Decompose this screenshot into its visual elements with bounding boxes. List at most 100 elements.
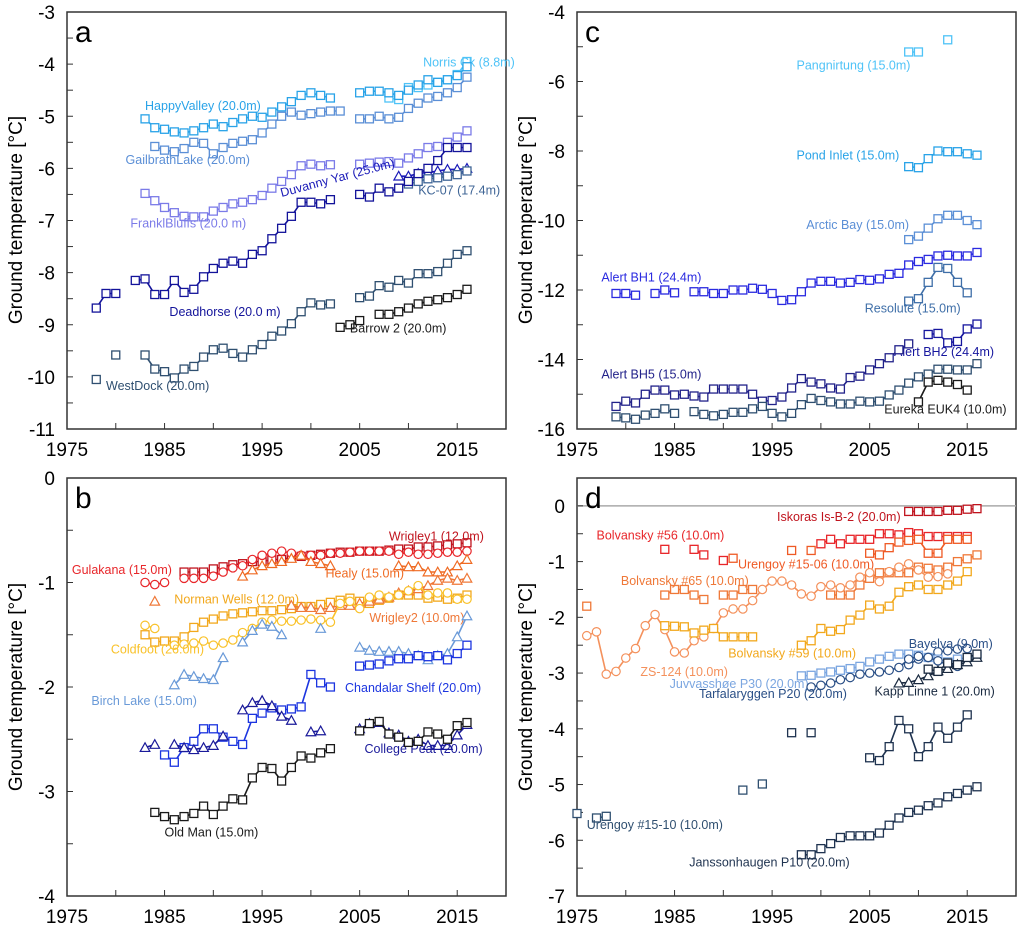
- data-point: [462, 62, 472, 72]
- y-tick-label: -11: [29, 420, 55, 441]
- data-point: [207, 673, 220, 685]
- data-point: [189, 212, 199, 222]
- data-point: [286, 319, 297, 329]
- data-point: [962, 504, 972, 514]
- data-point: [699, 287, 709, 297]
- data-point: [384, 187, 394, 197]
- data-point: [708, 411, 719, 421]
- data-point: [933, 262, 943, 273]
- data-point: [315, 161, 326, 171]
- data-point: [314, 622, 327, 633]
- data-point: [816, 680, 826, 691]
- data-point: [718, 409, 728, 420]
- data-point: [738, 785, 748, 795]
- data-point: [806, 591, 816, 601]
- data-point: [178, 668, 190, 679]
- y-tick-label: -14: [538, 351, 566, 372]
- data-point: [718, 590, 728, 600]
- data-point: [423, 727, 433, 737]
- x-tick-label: 2015: [946, 440, 988, 461]
- data-point: [835, 384, 846, 394]
- data-point: [923, 801, 933, 811]
- data-point: [285, 552, 298, 563]
- series-label: Alert BH1 (24.4m): [601, 270, 701, 284]
- data-point: [218, 567, 228, 577]
- data-point: [913, 372, 924, 382]
- data-point: [247, 607, 258, 617]
- data-point: [952, 505, 963, 515]
- data-point: [904, 724, 914, 734]
- data-point: [384, 592, 394, 602]
- data-point: [943, 658, 953, 668]
- data-point: [679, 622, 689, 632]
- data-point: [237, 608, 248, 618]
- data-point: [452, 594, 463, 605]
- data-point: [904, 234, 914, 245]
- data-point: [689, 406, 699, 417]
- data-point: [855, 572, 865, 583]
- data-point: [806, 682, 816, 692]
- data-point: [874, 568, 885, 578]
- series-label: Eureka EUK4 (10.0m): [884, 402, 1006, 416]
- data-point: [442, 547, 453, 557]
- data-point: [933, 251, 943, 261]
- data-point: [757, 284, 768, 294]
- data-point: [962, 652, 972, 663]
- data-point: [835, 278, 846, 288]
- data-point: [325, 299, 336, 309]
- data-point: [904, 807, 914, 818]
- data-point: [884, 665, 894, 676]
- data-point: [913, 506, 924, 517]
- y-tick-label: -6: [548, 831, 565, 852]
- data-point: [363, 644, 376, 655]
- data-point: [640, 620, 651, 631]
- data-point: [855, 831, 865, 841]
- data-point: [403, 103, 414, 114]
- data-point: [295, 549, 307, 560]
- x-tick-label: 1975: [46, 907, 88, 928]
- data-point: [835, 399, 846, 409]
- data-point: [913, 805, 924, 815]
- data-point: [325, 106, 336, 116]
- data-point: [286, 97, 297, 107]
- data-point: [178, 741, 190, 753]
- y-axis-label: Ground temperature [°C]: [6, 583, 27, 791]
- data-point: [669, 390, 680, 400]
- data-point: [296, 307, 306, 317]
- data-point: [315, 300, 326, 310]
- x-tick-label: 1995: [751, 907, 793, 928]
- data-point: [286, 169, 297, 180]
- data-point: [228, 199, 238, 209]
- data-point: [169, 147, 179, 157]
- data-point: [315, 90, 326, 101]
- data-point: [933, 548, 943, 558]
- data-point: [257, 708, 267, 718]
- data-point: [621, 413, 631, 423]
- data-point: [904, 296, 914, 306]
- data-point: [904, 527, 914, 538]
- data-point: [422, 566, 434, 577]
- data-point: [874, 654, 885, 664]
- data-point: [275, 555, 288, 567]
- data-point: [403, 176, 414, 187]
- data-point: [286, 616, 297, 626]
- data-point: [159, 636, 170, 646]
- data-point: [689, 590, 699, 600]
- data-point: [276, 776, 287, 786]
- data-point: [413, 98, 423, 108]
- data-point: [728, 632, 738, 642]
- data-point: [442, 171, 453, 181]
- data-point: [286, 107, 297, 117]
- data-point: [217, 651, 229, 663]
- data-point: [189, 361, 199, 372]
- data-point: [228, 138, 238, 149]
- data-point: [933, 666, 943, 677]
- x-tick-label: 1975: [556, 440, 598, 461]
- y-tick-label: -7: [38, 212, 55, 233]
- data-point: [913, 294, 924, 304]
- data-point: [855, 534, 865, 544]
- data-point: [816, 623, 826, 634]
- series-alert-bh1-24-4m: Alert BH1 (24.4m): [601, 247, 982, 306]
- data-point: [432, 588, 443, 598]
- data-point: [728, 407, 738, 417]
